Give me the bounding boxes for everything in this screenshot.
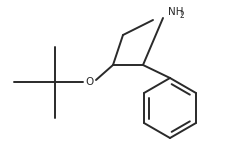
Text: NH: NH — [167, 7, 183, 17]
Text: 2: 2 — [179, 11, 184, 20]
Text: O: O — [86, 77, 94, 87]
